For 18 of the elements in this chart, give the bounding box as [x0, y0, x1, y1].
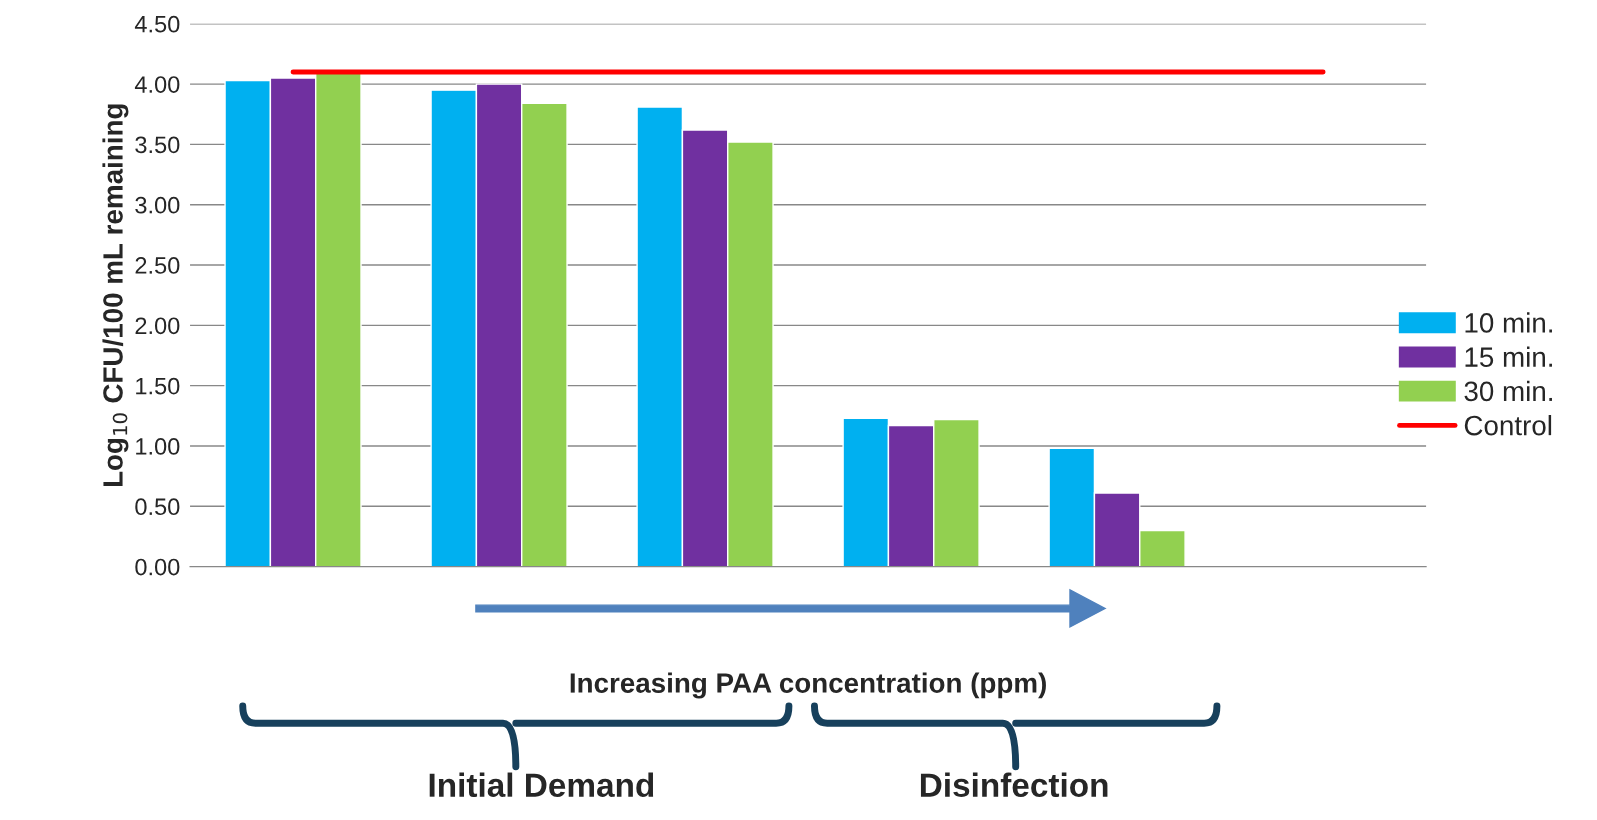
- y-tick-label: 0.50: [135, 498, 180, 516]
- legend-label: 10 min.: [1465, 312, 1552, 333]
- legend-label: 30 min.: [1464, 380, 1552, 402]
- text: Disinfection: [920, 772, 1108, 798]
- y-tick-label: 0.00: [135, 558, 180, 576]
- legend-label: Control: [1464, 415, 1552, 436]
- y-tick-label: 3.50: [135, 136, 180, 154]
- y-tick-label: 1.00: [136, 438, 180, 455]
- y-tick-label: 3.00: [135, 196, 180, 214]
- x-axis-title: Increasing PAA concentration (ppm): [570, 672, 1046, 699]
- legend-label: 15 min.: [1465, 346, 1552, 367]
- text: Initial Demand: [429, 772, 654, 798]
- y-tick-label: 4.00: [134, 76, 180, 93]
- y-tick-label: 2.00: [135, 317, 180, 335]
- y-tick-label: 2.50: [135, 257, 180, 274]
- y-axis-title: Log$_{10}$ CFU/100 mL remaining: [102, 104, 129, 487]
- y-tick-label: 4.50: [134, 15, 180, 33]
- y-tick-label: 1.50: [136, 377, 180, 395]
